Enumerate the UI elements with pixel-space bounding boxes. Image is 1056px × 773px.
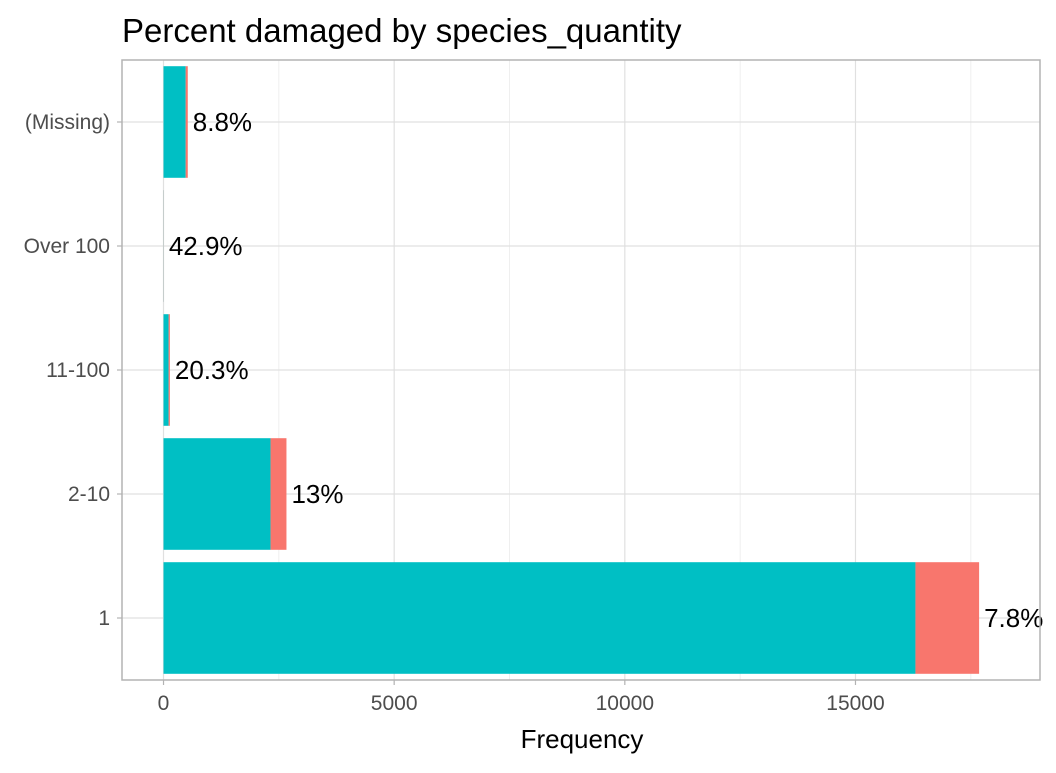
bar-segment-teal bbox=[164, 314, 169, 426]
x-tick-label: 15000 bbox=[826, 692, 884, 715]
bar-segment-teal bbox=[164, 562, 916, 674]
y-tick-label: 11-100 bbox=[46, 359, 110, 382]
data-label: 20.3% bbox=[175, 355, 249, 385]
bar-segment-red bbox=[271, 438, 287, 550]
x-axis-title: Frequency bbox=[521, 724, 644, 754]
bar-segment-teal bbox=[164, 438, 271, 550]
bar-segment-red bbox=[169, 314, 170, 426]
x-tick-label: 10000 bbox=[596, 692, 654, 715]
data-label: 42.9% bbox=[169, 231, 243, 261]
chart-title: Percent damaged by species_quantity bbox=[122, 12, 682, 49]
y-tick-label: Over 100 bbox=[24, 235, 110, 258]
bar-segment-red bbox=[186, 66, 188, 178]
bar-segment-red bbox=[915, 562, 979, 674]
y-tick-label: 2-10 bbox=[68, 483, 110, 506]
y-tick-label: (Missing) bbox=[25, 111, 110, 134]
bar-segment-teal bbox=[164, 66, 186, 178]
data-label: 13% bbox=[291, 479, 343, 509]
data-label: 7.8% bbox=[984, 603, 1043, 633]
x-tick-label: 0 bbox=[158, 692, 170, 715]
plot-area: 7.8% 13% 20.3% 42.9% 8.8% 1 2-10 11-100 Over 100… bbox=[24, 60, 1044, 715]
data-label: 8.8% bbox=[193, 107, 252, 137]
x-tick-label: 5000 bbox=[371, 692, 418, 715]
y-tick-label: 1 bbox=[98, 607, 110, 630]
